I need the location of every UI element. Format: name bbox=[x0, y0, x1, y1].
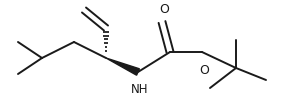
Text: O: O bbox=[159, 3, 169, 16]
Polygon shape bbox=[106, 58, 139, 75]
Text: O: O bbox=[199, 64, 209, 77]
Text: NH: NH bbox=[131, 83, 149, 96]
